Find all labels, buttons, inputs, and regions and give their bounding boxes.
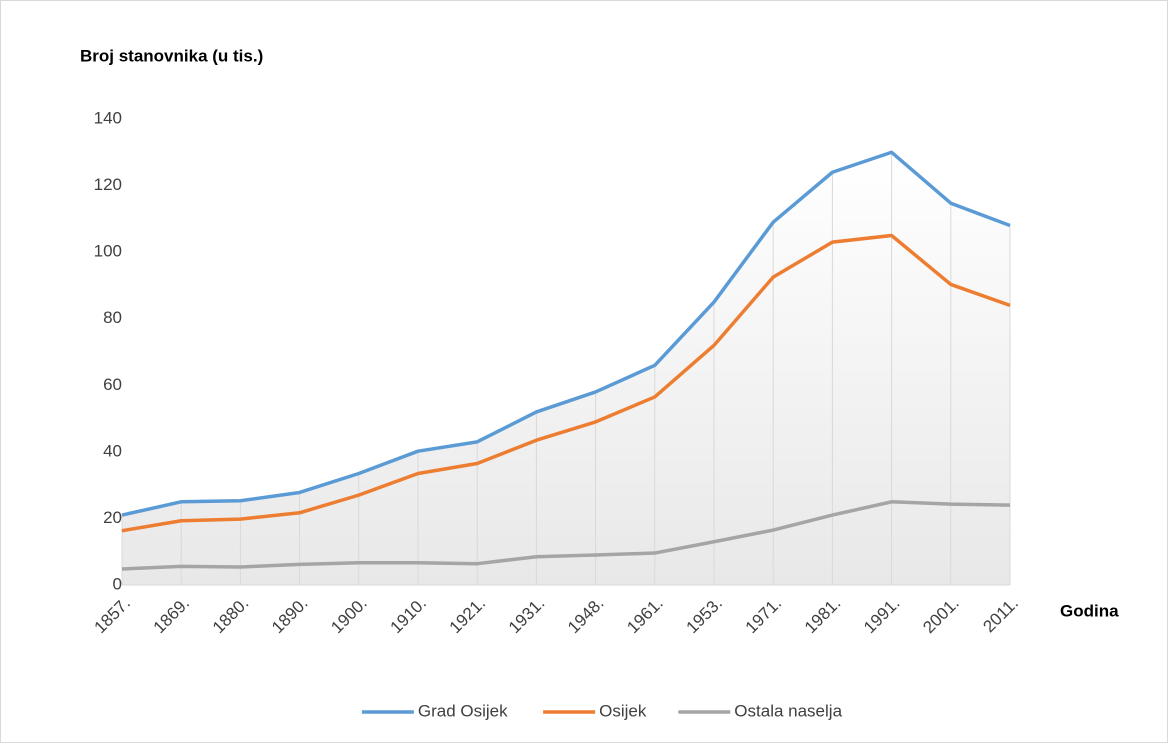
x-tick-label: 1869. <box>150 594 194 638</box>
x-tick-label: 2011. <box>979 594 1022 637</box>
line <box>121 150 1011 517</box>
line <box>121 500 1011 571</box>
x-tick-label: 1857. <box>90 594 134 638</box>
y-tick-label: 60 <box>103 375 122 394</box>
x-tick-label: 1921. <box>446 594 490 638</box>
x-tick-label: 1890. <box>268 594 312 638</box>
x-tick-label: 1948. <box>564 594 608 638</box>
y-tick-label: 140 <box>94 108 122 127</box>
y-tick-label: 120 <box>94 175 122 194</box>
legend-label: Grad Osijek <box>418 701 508 720</box>
y-tick-label: 100 <box>94 242 122 261</box>
x-tick-label: 1953. <box>682 594 726 638</box>
x-axis-title: Godina <box>1060 601 1119 620</box>
x-tick-label: 1910. <box>386 594 430 638</box>
legend-label: Ostala naselja <box>734 701 842 720</box>
y-tick-label: 0 <box>113 574 122 593</box>
y-tick-label: 20 <box>103 508 122 527</box>
x-tick-label: 1991. <box>860 594 904 638</box>
x-tick-label: 2001. <box>919 594 963 638</box>
y-axis-title: Broj stanovnika (u tis.) <box>80 46 263 65</box>
area-background <box>122 152 1010 586</box>
y-tick-label: 40 <box>103 441 122 460</box>
legend-label: Osijek <box>599 701 647 720</box>
y-tick-label: 80 <box>103 308 122 327</box>
line <box>121 233 1011 533</box>
x-tick-label: 1931. <box>505 594 549 638</box>
x-tick-label: 1900. <box>327 594 371 638</box>
x-tick-label: 1880. <box>209 594 253 638</box>
x-tick-label: 1981. <box>801 594 845 638</box>
x-tick-label: 1961. <box>623 594 667 638</box>
x-tick-label: 1971. <box>742 594 786 638</box>
